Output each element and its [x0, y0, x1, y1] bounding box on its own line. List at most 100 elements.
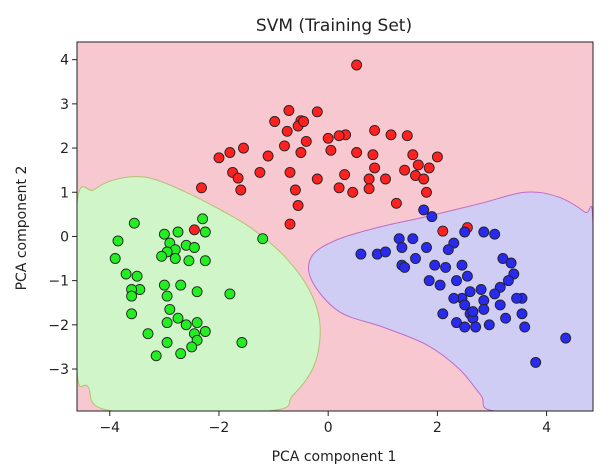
green-data-point: [126, 308, 138, 320]
red-data-point: [412, 159, 424, 171]
blue-data-point: [442, 244, 454, 256]
red-data-point: [300, 135, 312, 147]
blue-data-point: [355, 248, 367, 260]
green-data-point: [191, 286, 203, 298]
green-data-point: [128, 217, 140, 229]
green-data-point: [180, 319, 192, 331]
red-data-point: [262, 150, 274, 162]
blue-data-point: [380, 246, 391, 258]
blue-data-point: [483, 319, 495, 331]
blue-data-point: [448, 292, 460, 304]
green-data-point: [109, 253, 121, 264]
blue-data-point: [396, 242, 408, 253]
y-tick-label: 0: [60, 229, 69, 245]
red-data-point: [401, 130, 413, 142]
blue-data-point: [467, 306, 479, 318]
red-data-point: [311, 173, 323, 185]
blue-data-point: [423, 275, 435, 287]
red-data-point: [339, 169, 351, 181]
red-data-point: [390, 197, 402, 209]
green-data-point: [197, 213, 209, 225]
blue-data-point: [530, 356, 542, 368]
plot-area: [76, 41, 594, 412]
green-data-point: [183, 255, 195, 267]
blue-data-point: [519, 321, 531, 333]
blue-data-point: [470, 321, 482, 333]
chart-title: SVM (Training Set): [256, 16, 412, 36]
red-data-point: [363, 173, 375, 185]
red-data-point: [333, 182, 345, 194]
red-data-point: [196, 182, 207, 194]
blue-data-point: [489, 288, 501, 300]
green-data-point: [175, 279, 187, 291]
green-data-point: [169, 253, 181, 264]
blue-data-point: [489, 228, 501, 240]
red-data-point: [188, 224, 200, 236]
blue-data-point: [456, 259, 468, 271]
green-data-point: [191, 317, 203, 329]
green-data-point: [156, 250, 168, 262]
x-tick-label: 4: [542, 420, 551, 436]
x-tick-label: −2: [209, 420, 230, 436]
blue-data-point: [511, 292, 523, 304]
green-data-point: [199, 326, 211, 337]
red-data-point: [351, 59, 363, 71]
blue-data-point: [500, 312, 512, 324]
red-data-point: [333, 130, 345, 142]
green-data-point: [172, 226, 184, 238]
plot-frame: [76, 41, 594, 412]
blue-data-point: [459, 299, 471, 311]
blue-data-point: [437, 308, 449, 320]
blue-data-point: [505, 257, 517, 269]
blue-data-point: [560, 332, 572, 344]
red-data-point: [421, 186, 432, 198]
green-data-point: [172, 312, 184, 324]
blue-data-point: [464, 286, 476, 298]
green-data-point: [158, 279, 170, 291]
y-tick-label: −3: [48, 362, 69, 378]
green-data-point: [150, 350, 162, 362]
red-data-point: [279, 140, 290, 152]
green-data-point: [224, 288, 236, 300]
green-data-point: [131, 270, 143, 282]
blue-data-point: [418, 204, 430, 216]
red-data-point: [238, 142, 249, 154]
red-data-point: [235, 184, 247, 196]
red-data-point: [284, 218, 296, 230]
green-data-point: [199, 255, 211, 267]
green-data-point: [186, 341, 198, 353]
red-data-point: [295, 147, 307, 158]
green-data-point: [199, 226, 211, 238]
red-data-point: [385, 129, 397, 141]
red-data-point: [232, 172, 244, 184]
green-data-point: [120, 268, 132, 280]
y-tick-label: 2: [60, 141, 69, 157]
green-data-point: [236, 337, 248, 348]
red-data-point: [431, 151, 443, 163]
blue-data-point: [502, 275, 514, 287]
y-tick-label: 1: [60, 185, 69, 201]
blue-data-point: [410, 253, 421, 264]
blue-data-point: [459, 226, 471, 238]
red-data-point: [369, 162, 381, 174]
green-data-point: [112, 235, 124, 247]
blue-data-point: [478, 303, 490, 315]
green-data-point: [164, 303, 176, 315]
red-data-point: [367, 149, 379, 161]
red-data-point: [399, 164, 411, 176]
red-data-point: [407, 149, 419, 161]
red-data-point: [298, 116, 310, 127]
green-data-point: [161, 317, 173, 329]
y-tick-label: 4: [60, 53, 69, 69]
red-data-point: [325, 144, 337, 156]
green-data-point: [188, 242, 200, 253]
green-data-point: [175, 348, 187, 360]
red-data-point: [322, 132, 334, 144]
red-data-point: [284, 166, 296, 178]
red-data-point: [292, 200, 304, 211]
blue-data-point: [429, 259, 441, 271]
blue-data-point: [434, 279, 446, 291]
blue-data-point: [451, 275, 462, 287]
x-tick-label: 2: [433, 420, 442, 436]
